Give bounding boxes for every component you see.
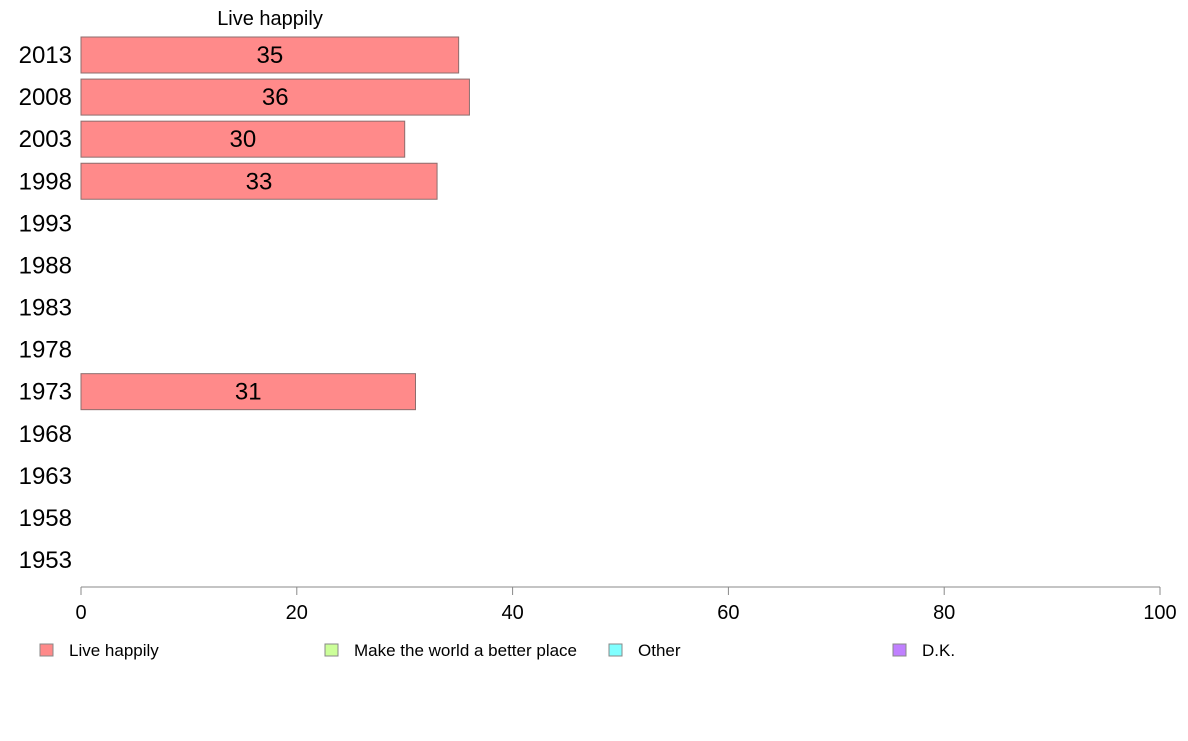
bar-value-label: 30 bbox=[229, 126, 256, 153]
y-axis-labels: 2013 2008 2003 1998 1993 1988 1983 1978 1973 1968… bbox=[19, 42, 72, 574]
y-tick-label: 2013 bbox=[19, 42, 72, 69]
legend-label: Live happily bbox=[69, 641, 159, 660]
x-tick-label: 60 bbox=[717, 602, 739, 624]
y-tick-label: 1983 bbox=[19, 295, 72, 322]
legend-swatch bbox=[39, 643, 54, 657]
legend: Live happily Make the world a better plac… bbox=[39, 641, 955, 660]
x-tick-label: 40 bbox=[501, 602, 523, 624]
chart-title: Live happily bbox=[217, 8, 323, 30]
legend-label: Other bbox=[638, 641, 681, 660]
legend-label: Make the world a better place bbox=[354, 641, 577, 660]
y-tick-label: 2008 bbox=[19, 84, 72, 111]
bar-value-label: 36 bbox=[262, 84, 289, 111]
bar-value-label: 35 bbox=[256, 42, 283, 69]
x-tick-label: 20 bbox=[286, 602, 308, 624]
bar-value-label: 33 bbox=[246, 168, 273, 195]
legend-swatch bbox=[608, 643, 623, 657]
bar-value-label: 31 bbox=[235, 379, 262, 406]
y-tick-label: 2003 bbox=[19, 126, 72, 153]
y-tick-label: 1993 bbox=[19, 210, 72, 237]
y-tick-label: 1998 bbox=[19, 168, 72, 195]
y-tick-label: 1978 bbox=[19, 337, 72, 364]
x-tick-label: 80 bbox=[933, 602, 955, 624]
legend-swatch bbox=[324, 643, 339, 657]
y-tick-label: 1958 bbox=[19, 505, 72, 532]
bar bbox=[80, 120, 406, 158]
y-tick-label: 1973 bbox=[19, 379, 72, 406]
x-tick-label: 0 bbox=[75, 602, 86, 624]
bar bbox=[80, 36, 460, 74]
y-tick-label: 1963 bbox=[19, 463, 72, 490]
legend-label: D.K. bbox=[922, 641, 955, 660]
x-axis: 0 20 40 60 80 100 bbox=[75, 586, 1177, 624]
bar bbox=[80, 78, 470, 116]
legend-swatch bbox=[892, 643, 907, 657]
x-tick-label: 100 bbox=[1143, 602, 1176, 624]
bar bbox=[80, 373, 416, 411]
bar bbox=[80, 162, 438, 200]
y-tick-label: 1988 bbox=[19, 252, 72, 279]
y-tick-label: 1953 bbox=[19, 547, 72, 574]
y-tick-label: 1968 bbox=[19, 421, 72, 448]
